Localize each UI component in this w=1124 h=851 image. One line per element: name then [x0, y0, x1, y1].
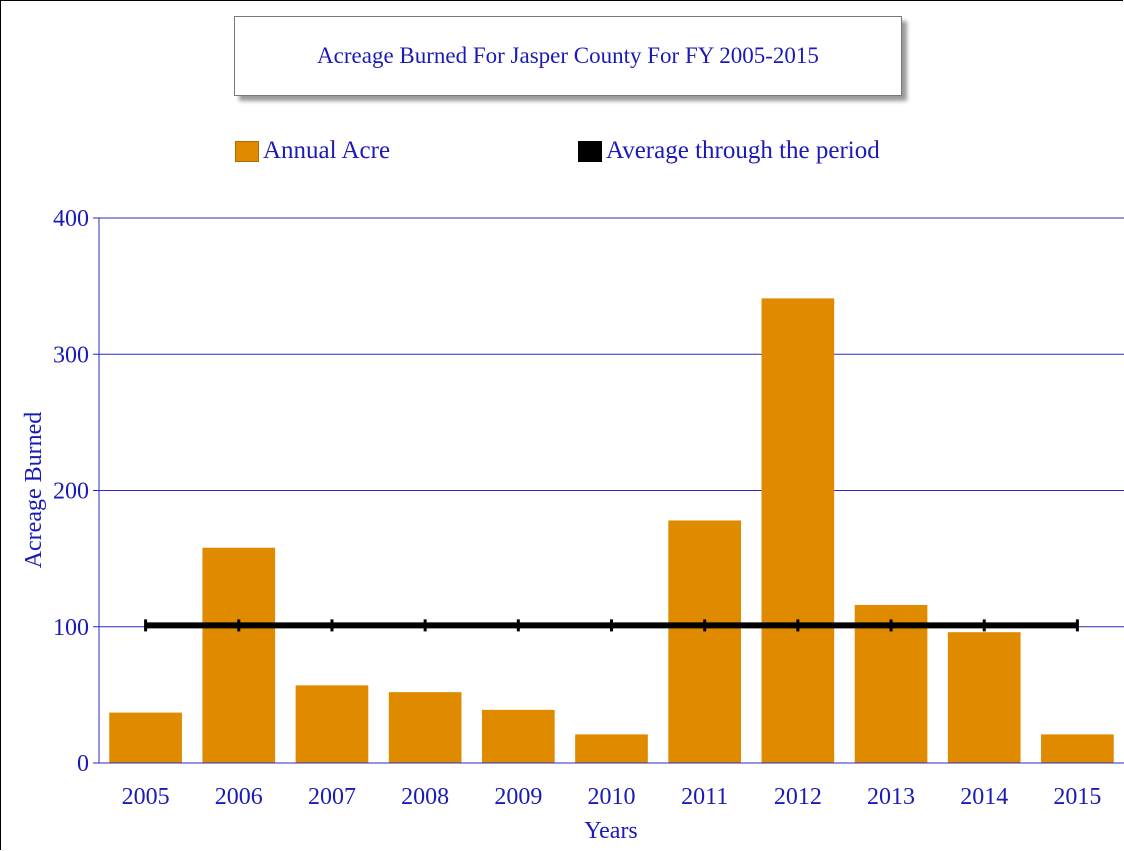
chart-title-box: Acreage Burned For Jasper County For FY …	[234, 16, 902, 96]
bar	[761, 298, 835, 763]
bar	[668, 520, 742, 763]
bar	[575, 734, 648, 763]
x-axis-title: Years	[584, 818, 638, 844]
bar	[1041, 734, 1114, 763]
axes: 0 100 200 300 400 2005 2006 2007 2008 2009 2010 201…	[53, 206, 1124, 810]
x-tick-label: 2006	[215, 784, 263, 810]
average-line-series	[144, 619, 1079, 632]
x-tick-label: 2012	[774, 784, 822, 810]
bar	[947, 632, 1021, 763]
legend-item-average: Average through the period	[578, 137, 880, 165]
legend-swatch-bar	[235, 140, 259, 162]
y-tick-label: 200	[53, 479, 89, 505]
x-tick-label: 2015	[1053, 784, 1101, 810]
y-tick-label: 300	[53, 342, 89, 368]
bar	[388, 692, 462, 763]
legend-item-annual-acre: Annual Acre	[235, 137, 390, 165]
legend-swatch-line	[578, 140, 602, 162]
legend-label-average: Average through the period	[606, 137, 880, 164]
bar	[295, 685, 369, 763]
legend-label-annual-acre: Annual Acre	[263, 137, 391, 164]
bar	[202, 547, 276, 763]
x-tick-label: 2010	[588, 784, 636, 810]
bar	[109, 712, 182, 763]
x-tick-label: 2013	[867, 784, 915, 810]
y-tick-label: 100	[53, 615, 89, 641]
chart-title: Acreage Burned For Jasper County For FY …	[317, 43, 819, 68]
x-tick-label: 2008	[401, 784, 449, 810]
y-axis-title: Acreage Burned	[21, 412, 47, 569]
y-tick-label: 400	[53, 206, 89, 232]
y-tick-label: 0	[77, 751, 89, 777]
x-tick-label: 2011	[681, 784, 728, 810]
x-tick-label: 2005	[122, 784, 170, 810]
x-tick-label: 2014	[960, 784, 1008, 810]
x-tick-label: 2007	[308, 784, 356, 810]
x-tick-label: 2009	[494, 784, 542, 810]
bar	[481, 709, 555, 763]
bar-series	[109, 298, 1114, 763]
